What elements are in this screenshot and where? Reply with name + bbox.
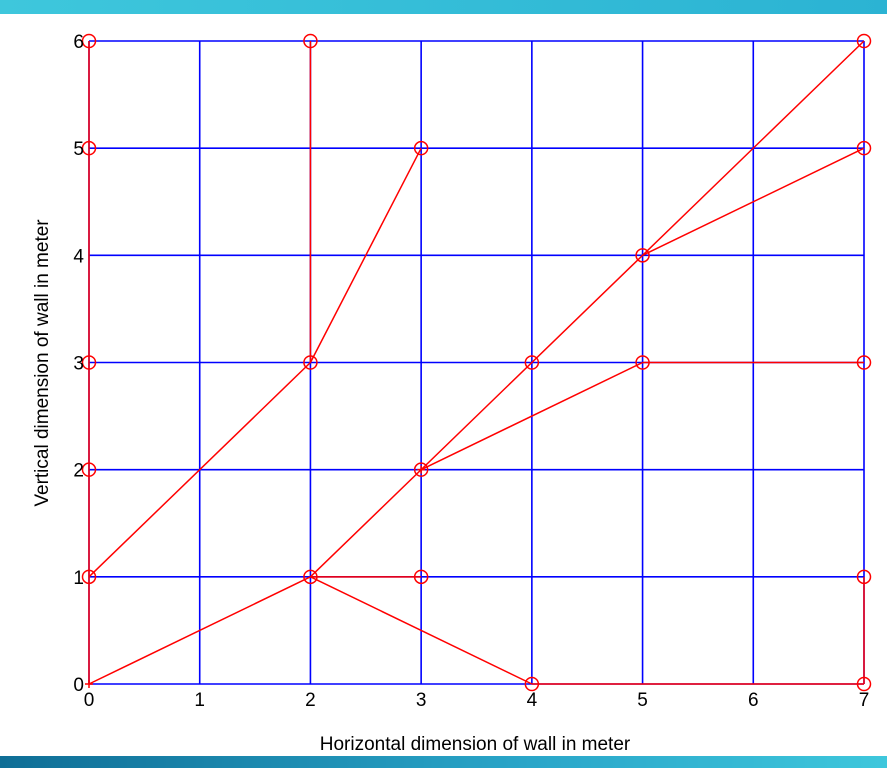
marker-13 <box>635 248 650 263</box>
star-marker-1 <box>417 465 426 474</box>
x-tick-label-0: 0 <box>84 690 95 711</box>
x-tick-label-1: 1 <box>194 690 205 711</box>
marker-19 <box>856 676 872 692</box>
x-tick-label-3: 3 <box>416 690 427 711</box>
marker-3 <box>81 462 97 477</box>
marker-18 <box>856 569 872 585</box>
bottom-decorative-strip <box>0 756 887 768</box>
plot-markers <box>81 33 872 692</box>
marker-14 <box>635 355 650 370</box>
marker-2 <box>81 355 97 370</box>
star-marker-0 <box>85 680 93 688</box>
y-axis-label: Vertical dimension of wall in meter <box>32 219 53 507</box>
plot-segments <box>88 40 865 685</box>
segment-4 <box>88 576 311 685</box>
marker-4 <box>81 569 97 585</box>
x-tick-label-7: 7 <box>859 690 870 711</box>
x-tick-label-6: 6 <box>748 690 759 711</box>
segment-12 <box>642 147 865 257</box>
marker-17 <box>856 355 872 370</box>
marker-11 <box>524 355 540 370</box>
segment-10 <box>420 361 643 471</box>
marker-1 <box>81 140 97 156</box>
y-tick-label-4: 4 <box>73 246 84 267</box>
marker-8 <box>413 140 429 156</box>
marker-0 <box>81 33 97 49</box>
marker-15 <box>856 33 872 49</box>
x-tick-label-4: 4 <box>527 690 538 711</box>
marker-10 <box>413 569 429 585</box>
marker-12 <box>524 676 540 692</box>
y-tick-label-2: 2 <box>73 461 84 482</box>
segment-6 <box>310 576 533 685</box>
marker-6 <box>303 355 318 370</box>
marker-7 <box>303 569 318 585</box>
marker-9 <box>413 462 429 477</box>
tick-labels: 0 1 2 3 4 5 6 7 0 1 2 3 4 5 6 <box>73 32 869 711</box>
y-tick-label-3: 3 <box>73 354 84 375</box>
top-decorative-strip <box>0 0 887 14</box>
figure-background <box>0 14 887 756</box>
marker-16 <box>856 140 872 156</box>
x-tick-label-2: 2 <box>305 690 316 711</box>
segment-9 <box>309 40 865 578</box>
y-tick-label-6: 6 <box>73 32 84 53</box>
y-tick-label-5: 5 <box>73 139 84 160</box>
y-tick-label-1: 1 <box>73 568 84 589</box>
segment-3 <box>309 147 422 363</box>
y-tick-label-0: 0 <box>73 675 84 696</box>
x-axis-label: Horizontal dimension of wall in meter <box>320 734 631 755</box>
marker-5 <box>303 33 318 49</box>
segment-1 <box>88 361 311 578</box>
x-tick-label-5: 5 <box>637 690 648 711</box>
